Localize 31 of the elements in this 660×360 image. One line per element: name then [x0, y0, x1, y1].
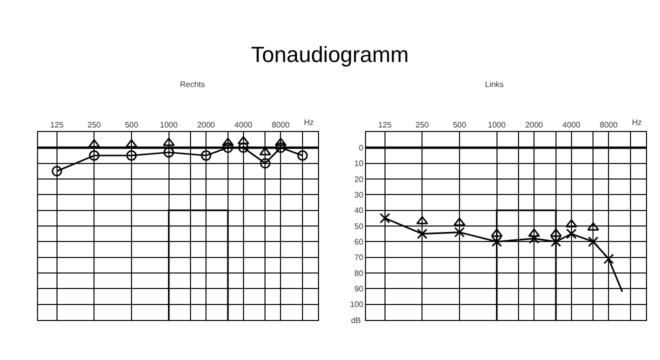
y-tick-label: 100 [350, 300, 364, 310]
chart-title: Rechts [180, 80, 205, 89]
x-tick-label: 250 [416, 120, 430, 130]
x-axis-title: Hz [304, 118, 314, 127]
y-tick-label: 50 [354, 222, 364, 231]
y-axis-title: dB [351, 316, 361, 325]
x-tick-label: 1000 [488, 120, 506, 130]
x-tick-label: 125 [50, 120, 64, 130]
x-tick-label: 4000 [234, 120, 253, 130]
y-tick-label: 0 [358, 143, 364, 152]
y-tick-label: 60 [354, 237, 364, 246]
x-tick-label: 500 [124, 120, 139, 130]
x-tick-label: 1000 [160, 120, 178, 130]
text: Tonaudiogramm [251, 42, 409, 67]
x-tick-label: 250 [88, 120, 102, 130]
x-axis-title: Hz [632, 118, 642, 127]
x-tick-label: 8000 [272, 120, 290, 130]
y-tick-label: 30 [354, 190, 364, 200]
y-tick-label: 90 [354, 284, 364, 294]
chart-title: Links [485, 80, 504, 89]
y-tick-label: 70 [354, 253, 364, 262]
x-tick-label: 4000 [562, 120, 581, 130]
y-tick-label: 10 [354, 159, 364, 168]
y-tick-label: 20 [354, 174, 364, 184]
y-tick-label: 40 [354, 206, 364, 216]
x-tick-label: 8000 [600, 120, 618, 130]
x-tick-label: 125 [378, 120, 392, 130]
x-tick-label: 500 [452, 120, 467, 130]
x-tick-label: 2000 [197, 120, 216, 130]
y-tick-label: 80 [354, 268, 364, 278]
x-tick-label: 2000 [525, 120, 544, 130]
